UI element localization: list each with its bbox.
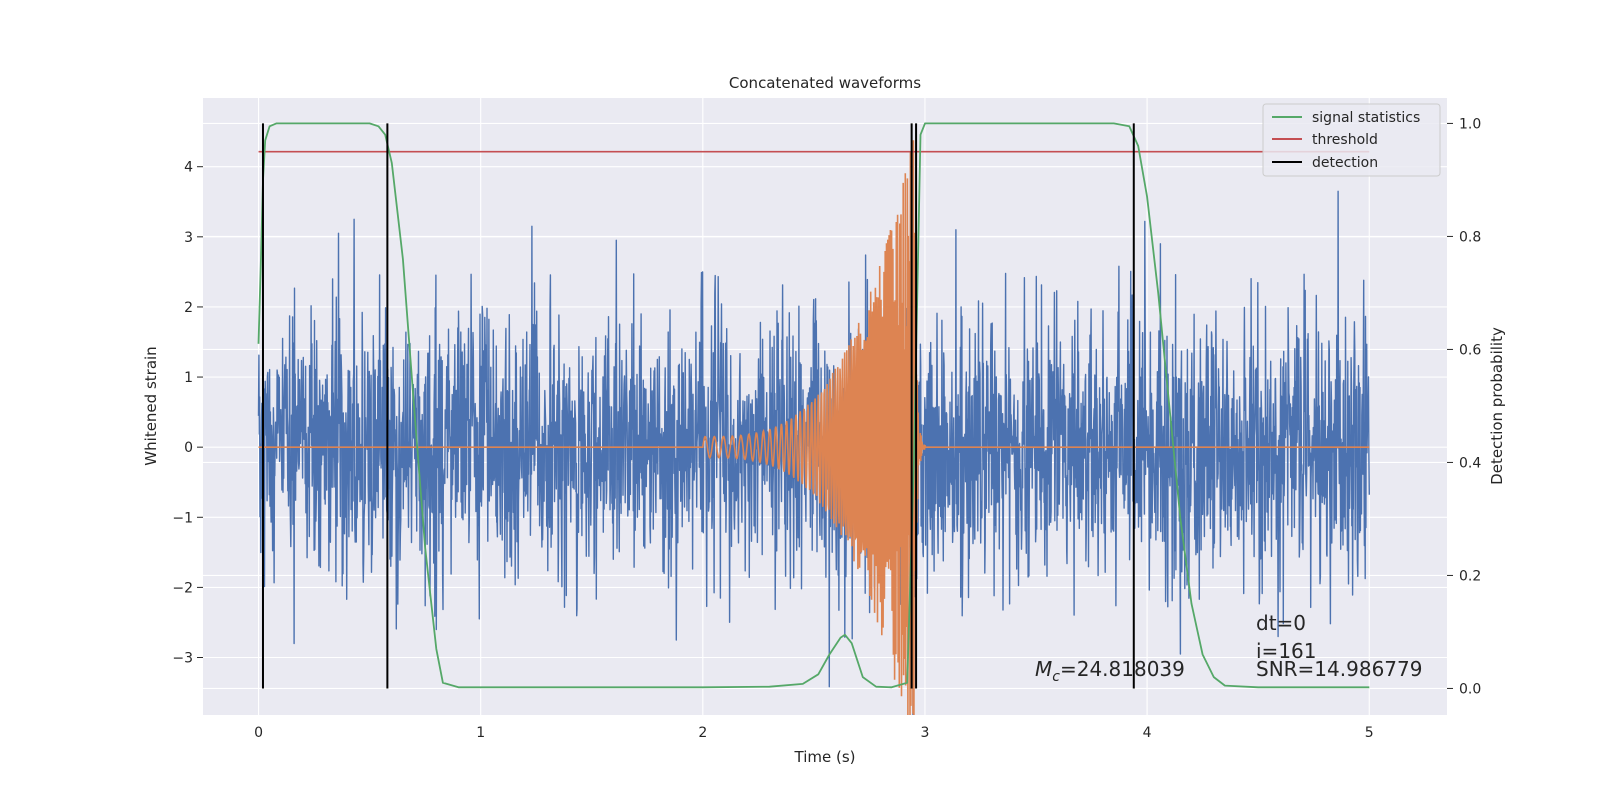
x-tick-label: 2 xyxy=(698,725,707,741)
y-tick-label: 0 xyxy=(184,440,193,456)
strain-series-line xyxy=(257,190,1370,715)
y-tick-label: 2 xyxy=(184,300,193,316)
legend-label-detection: detection xyxy=(1312,155,1378,171)
legend: signal statistics threshold detection xyxy=(1262,103,1441,177)
x-tick-label: 0 xyxy=(254,725,263,741)
legend-label-threshold: threshold xyxy=(1312,132,1378,148)
y-axis-label-right: Detection probability xyxy=(1488,327,1506,485)
annotation-index: i=161 xyxy=(1256,639,1317,663)
x-tick-label: 5 xyxy=(1365,725,1374,741)
legend-label-signal-statistics: signal statistics xyxy=(1312,110,1420,126)
y-axis-label: Whitened strain xyxy=(142,346,160,465)
x-tick-label: 4 xyxy=(1143,725,1152,741)
y-tick-label-right: 0.2 xyxy=(1459,568,1481,584)
annotation-dt: dt=0 xyxy=(1256,611,1306,635)
annotation-chirp-mass-value: =24.818039 xyxy=(1060,657,1185,681)
y-tick-label: 3 xyxy=(184,230,193,246)
y-tick-label-right: 0.8 xyxy=(1459,229,1481,245)
x-axis-label: Time (s) xyxy=(794,748,856,766)
y-tick-label-right: 0.6 xyxy=(1459,342,1481,358)
annotation-snr: SNR=14.986779 xyxy=(1256,657,1422,681)
chart-title: Concatenated waveforms xyxy=(729,74,921,92)
y-tick-label: −3 xyxy=(172,651,193,667)
signal-statistics-line xyxy=(257,122,1370,689)
template-series-line xyxy=(258,140,1370,715)
y-tick-label-right: 1.0 xyxy=(1459,116,1481,132)
y-tick-label-right: 0.0 xyxy=(1459,681,1481,697)
y-tick-label-right: 0.4 xyxy=(1459,455,1481,471)
y-tick-label: 1 xyxy=(184,370,193,386)
annotation-chirp-mass-subscript: c xyxy=(1052,669,1060,685)
annotation-chirp-mass-symbol: M xyxy=(1035,657,1052,681)
data-layer xyxy=(257,122,1370,715)
x-tick-label: 3 xyxy=(921,725,930,741)
legend-box xyxy=(1262,103,1441,177)
annotation-chirp-mass: Mc=24.818039 xyxy=(1035,657,1185,685)
x-tick-label: 1 xyxy=(476,725,485,741)
tick-layer: 0 1 2 3 4 5 −3 −2 −1 0 1 2 3 4 0.0 0.2 0.4 0.6 0.8 1.0 xyxy=(172,116,1481,741)
y-tick-label: 4 xyxy=(184,160,193,176)
y-tick-label: −2 xyxy=(172,580,193,596)
y-tick-label: −1 xyxy=(172,510,193,526)
